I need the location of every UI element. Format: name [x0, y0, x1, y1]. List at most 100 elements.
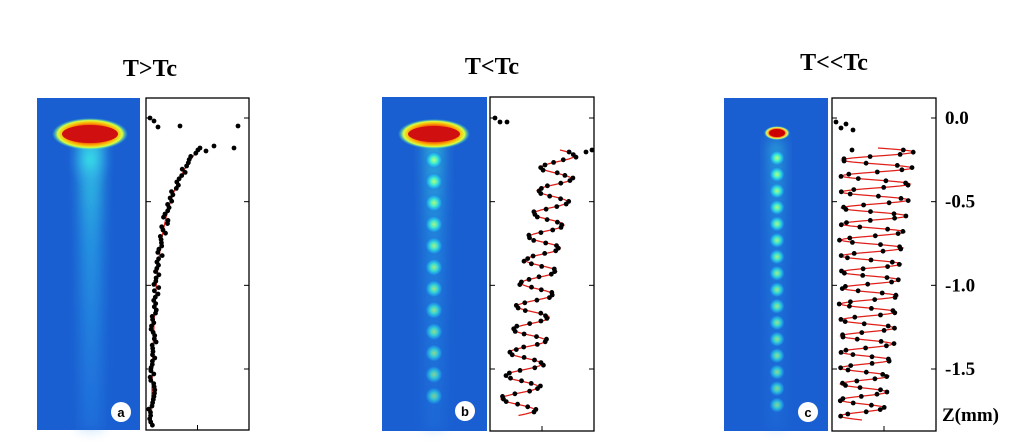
- data-point: [859, 330, 865, 335]
- data-point: [850, 240, 855, 245]
- data-point: [886, 358, 892, 364]
- data-point: [534, 214, 540, 220]
- data-point: [550, 227, 556, 233]
- density-peak: [769, 331, 785, 348]
- z-tick-label: -0.5: [945, 192, 975, 213]
- data-point: [863, 160, 869, 166]
- data-point: [878, 387, 883, 393]
- data-point: [155, 250, 161, 255]
- data-point: [538, 310, 544, 316]
- profile-plot-c: [831, 97, 937, 432]
- density-peaks-b: [425, 151, 443, 405]
- data-point: [881, 405, 887, 410]
- data-point: [900, 229, 906, 234]
- data-point: [177, 123, 183, 129]
- data-point: [555, 219, 560, 225]
- data-point: [898, 196, 904, 201]
- density-peak: [769, 314, 785, 331]
- data-point: [508, 375, 513, 381]
- data-point: [850, 400, 856, 406]
- data-point: [522, 300, 528, 306]
- density-peak: [769, 347, 785, 364]
- data-point: [868, 209, 873, 215]
- density-peak: [769, 166, 785, 183]
- data-point: [838, 222, 844, 228]
- data-point: [519, 378, 524, 384]
- data-point: [547, 193, 553, 199]
- data-point: [872, 233, 878, 239]
- data-point: [863, 345, 868, 351]
- data-point: [845, 367, 851, 373]
- data-point: [547, 295, 552, 300]
- data-point: [899, 167, 905, 173]
- data-point: [551, 160, 556, 165]
- data-point: [151, 282, 157, 287]
- data-point: [861, 321, 867, 327]
- data-point: [539, 264, 545, 269]
- density-peak: [425, 193, 443, 212]
- data-point: [153, 310, 158, 316]
- data-point: [527, 321, 533, 326]
- data-point: [881, 185, 887, 190]
- data-point: [532, 365, 538, 371]
- profile-plot-a: [145, 97, 250, 431]
- data-point: [843, 383, 848, 388]
- data-point: [860, 273, 866, 278]
- data-point: [889, 279, 894, 285]
- data-point: [159, 243, 165, 249]
- panel-badge-b: b: [455, 401, 475, 421]
- data-point: [153, 269, 158, 274]
- svg-text:b: b: [461, 404, 469, 419]
- data-point: [886, 200, 892, 206]
- data-point: [833, 119, 839, 125]
- data-point: [868, 257, 874, 263]
- data-point: [554, 170, 560, 176]
- data-point: [909, 165, 915, 171]
- density-peaks-c: [769, 150, 785, 413]
- data-points-b: [492, 115, 595, 415]
- data-point: [173, 186, 179, 191]
- data-point: [544, 316, 550, 321]
- data-point: [836, 301, 842, 307]
- data-point: [554, 204, 560, 210]
- data-point: [842, 319, 848, 324]
- density-peak: [769, 150, 785, 166]
- data-point: [850, 127, 856, 133]
- data-point: [885, 323, 891, 329]
- data-point: [848, 363, 854, 368]
- data-point: [531, 409, 537, 415]
- data-point: [512, 391, 518, 397]
- data-point: [165, 221, 170, 227]
- density-peak: [425, 279, 443, 298]
- data-point: [155, 124, 161, 130]
- density-peak: [425, 365, 443, 384]
- data-point: [179, 173, 185, 179]
- data-point: [521, 344, 527, 350]
- data-point: [527, 235, 532, 241]
- profile-ticks-c: [832, 117, 936, 431]
- data-point: [900, 147, 906, 153]
- data-point: [905, 182, 911, 188]
- data-point: [149, 403, 155, 409]
- data-point: [847, 303, 852, 309]
- data-point: [148, 368, 154, 374]
- data-point: [880, 372, 886, 377]
- data-point: [538, 287, 544, 293]
- data-point: [837, 398, 843, 404]
- data-point: [838, 413, 843, 419]
- data-point: [542, 339, 548, 345]
- data-point: [504, 119, 510, 125]
- data-point: [880, 248, 886, 254]
- data-point: [838, 125, 844, 131]
- data-point: [558, 180, 564, 186]
- data-point: [892, 215, 897, 221]
- panel-title-c: T<<Tc: [800, 50, 868, 76]
- data-point: [521, 355, 527, 360]
- data-point: [884, 275, 890, 280]
- data-point: [156, 285, 162, 290]
- data-point: [838, 189, 844, 195]
- data-point: [566, 149, 572, 155]
- density-peak: [769, 182, 785, 199]
- density-peak: [769, 364, 785, 381]
- data-points-a: [146, 115, 241, 428]
